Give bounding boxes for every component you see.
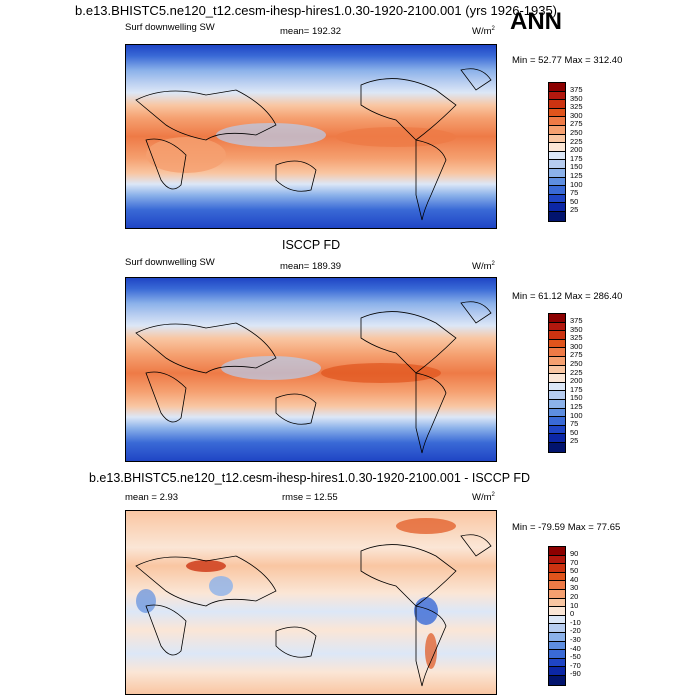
panel3-units: W/m2 xyxy=(472,492,495,504)
panel3-title: b.e13.BHISTC5.ne120_t12.cesm-ihesp-hires… xyxy=(89,471,530,485)
tick-label: 175 xyxy=(570,384,583,394)
tick-label: 90 xyxy=(570,549,579,558)
tick-label: 125 xyxy=(570,170,583,180)
panel1-map xyxy=(125,44,497,229)
tick-label: 75 xyxy=(570,188,579,198)
tick-label: -30 xyxy=(570,634,581,644)
season-label: ANN xyxy=(510,8,562,35)
tick-label: 325 xyxy=(570,102,583,112)
panel1-units: W/m2 xyxy=(472,26,495,38)
panel2-coastlines xyxy=(135,301,492,454)
panel1-mean: mean= 192.32 xyxy=(280,26,342,37)
tick-label: -70 xyxy=(570,660,581,670)
tick-label: -10 xyxy=(570,617,581,627)
tick-label: 100 xyxy=(570,410,583,420)
tick-label: 200 xyxy=(570,376,583,386)
panel3-colorbar-labels: 90 70 50 40 30 20 10 0 -10 -20 -30 -40 -… xyxy=(570,549,581,679)
tick-label: 275 xyxy=(570,119,583,129)
tick-label: 100 xyxy=(570,179,583,189)
tick-label: 300 xyxy=(570,341,583,351)
tick-label: 50 xyxy=(570,427,579,437)
tick-label: 325 xyxy=(570,333,583,343)
panel3-mean: mean = 2.93 xyxy=(125,492,179,503)
panel2-colorbar-labels: 375 350 325 300 275 250 225 200 175 150 … xyxy=(570,316,583,446)
tick-label: 275 xyxy=(570,350,583,360)
tick-label: 20 xyxy=(570,591,579,601)
tick-label: 25 xyxy=(570,436,579,446)
tick-label: 40 xyxy=(570,574,579,584)
panel1-colorbar-labels: 375 350 325 300 275 250 225 200 175 150 … xyxy=(570,85,583,215)
panel1-minmax: Min = 52.77 Max = 312.40 xyxy=(512,55,623,66)
tick-label: -50 xyxy=(570,652,581,662)
panel1-colorbar xyxy=(548,82,566,222)
tick-label: 75 xyxy=(570,419,579,429)
panel1-variable: Surf downwelling SW xyxy=(125,22,215,33)
tick-label: 125 xyxy=(570,401,583,411)
panel2-minmax: Min = 61.12 Max = 286.40 xyxy=(512,291,623,302)
panel3-map xyxy=(125,510,497,695)
panel2-mean: mean= 189.39 xyxy=(280,261,342,272)
tick-label: 375 xyxy=(570,85,583,94)
tick-label: 300 xyxy=(570,110,583,120)
tick-label: 350 xyxy=(570,324,583,334)
tick-label: 350 xyxy=(570,93,583,103)
panel3-minmax: Min = -79.59 Max = 77.65 xyxy=(512,522,621,533)
panel2-variable: Surf downwelling SW xyxy=(125,257,215,268)
tick-label: 50 xyxy=(570,566,579,576)
tick-label: 375 xyxy=(570,316,583,325)
tick-label: 0 xyxy=(570,609,575,619)
tick-label: 225 xyxy=(570,367,583,377)
tick-label: 150 xyxy=(570,393,583,403)
tick-label: 70 xyxy=(570,557,579,567)
tick-label: 50 xyxy=(570,196,579,206)
panel1-coastlines xyxy=(135,68,492,221)
panel2-colorbar xyxy=(548,313,566,453)
tick-label: 175 xyxy=(570,153,583,163)
panel3-colorbar xyxy=(548,546,566,686)
panel2-title: ISCCP FD xyxy=(282,238,341,252)
tick-label: 25 xyxy=(570,205,579,215)
panel2-map xyxy=(125,277,497,462)
tick-label: 30 xyxy=(570,583,579,593)
run-title: b.e13.BHISTC5.ne120_t12.cesm-ihesp-hires… xyxy=(75,3,558,18)
tick-label: 250 xyxy=(570,127,583,137)
panel3-rmse: rmse = 12.55 xyxy=(282,492,338,503)
tick-label: 10 xyxy=(570,600,579,610)
tick-label: 250 xyxy=(570,358,583,368)
tick-label: -40 xyxy=(570,643,581,653)
tick-label: 225 xyxy=(570,136,583,146)
tick-label: 150 xyxy=(570,162,583,172)
tick-label: -20 xyxy=(570,626,581,636)
panel2-units: W/m2 xyxy=(472,261,495,273)
panel3-coastlines xyxy=(135,518,492,687)
tick-label: -90 xyxy=(570,669,581,679)
tick-label: 200 xyxy=(570,145,583,155)
